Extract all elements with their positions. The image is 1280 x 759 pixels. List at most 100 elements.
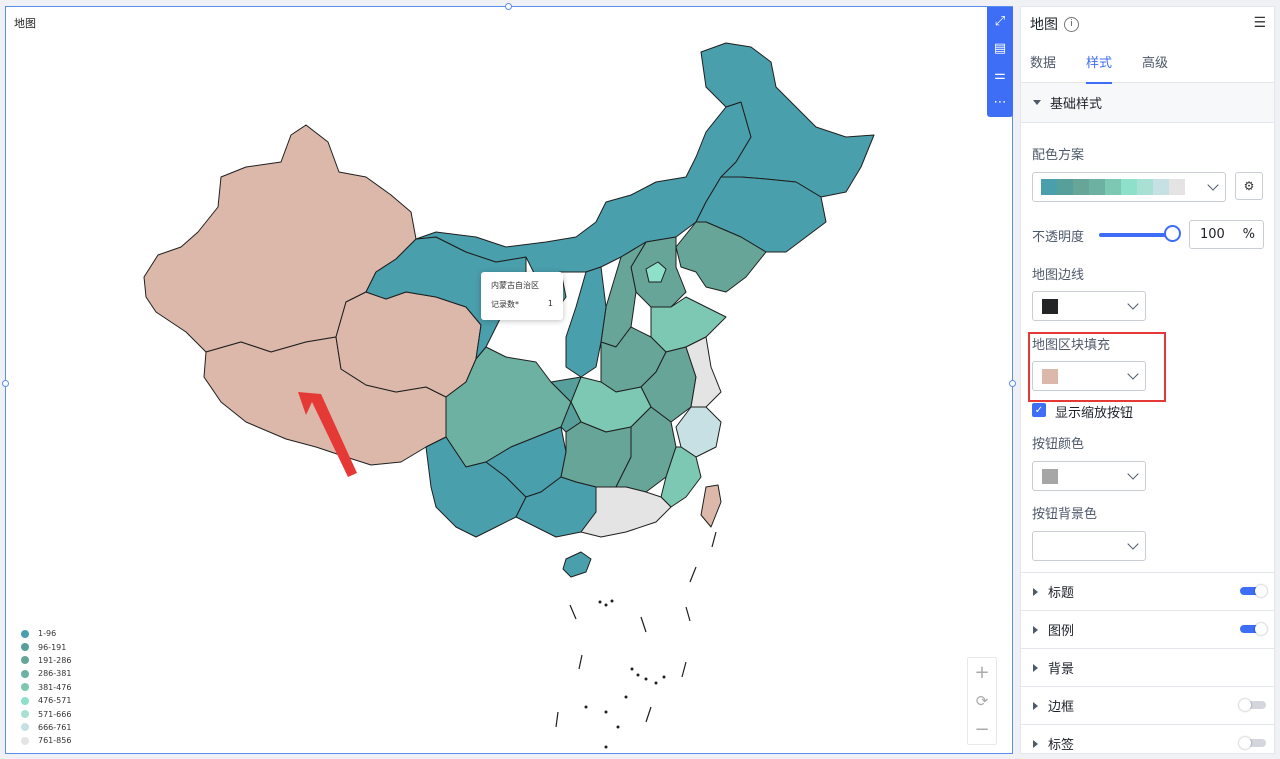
fill-color-select[interactable] (1032, 361, 1146, 391)
fill-label: 地图区块填充 (1032, 338, 1111, 353)
document-icon[interactable]: ▤ (993, 40, 1007, 56)
opacity-value: 100 (1200, 227, 1225, 242)
button-color-select[interactable] (1032, 461, 1146, 491)
legend-item[interactable]: 96-191 (21, 640, 71, 653)
region-jiangxi[interactable] (615, 406, 677, 493)
section-4[interactable]: 标签 (1021, 724, 1274, 753)
button-bg-select[interactable] (1032, 531, 1146, 561)
panel-tabs: 数据 样式 高级 (1021, 41, 1274, 84)
legend-item[interactable]: 286-381 (21, 667, 71, 680)
caret-down-icon (1033, 100, 1041, 105)
color-scheme-chip (1137, 179, 1153, 195)
color-scheme-chip (1121, 179, 1137, 195)
resize-handle-right[interactable] (1009, 380, 1016, 387)
legend-dot (21, 736, 29, 745)
border-color-select[interactable] (1032, 291, 1146, 321)
region-beijing[interactable] (645, 261, 667, 283)
section-toggle[interactable] (1239, 699, 1266, 711)
toggle-knob (1239, 737, 1251, 749)
region-hainan[interactable] (562, 551, 592, 578)
south-sea-islands (584, 599, 666, 749)
color-scheme-chip (1041, 179, 1057, 195)
section-toggle[interactable] (1240, 623, 1267, 635)
map-canvas[interactable]: 地图 (2, 3, 1016, 754)
border-label: 地图边线 (1032, 268, 1085, 283)
zoom-out-button[interactable]: − (974, 718, 990, 740)
tab-data[interactable]: 数据 (1030, 55, 1057, 71)
opacity-unit: % (1242, 227, 1255, 242)
legend-dot (21, 643, 29, 652)
legend-item[interactable]: 381-476 (21, 681, 71, 694)
section-toggle[interactable] (1239, 737, 1266, 749)
toggle-knob (1255, 585, 1267, 597)
color-scheme-chip (1073, 179, 1089, 195)
section-label: 标签 (1048, 738, 1075, 753)
region-taiwan[interactable] (700, 484, 722, 528)
legend-dot (21, 723, 29, 732)
chevron-down-icon (1127, 468, 1139, 480)
canvas-title: 地图 (14, 17, 36, 30)
legend-item[interactable]: 571-666 (21, 707, 71, 720)
region-liaoning[interactable] (675, 221, 767, 293)
show-zoom-checkbox[interactable]: ✓ (1032, 403, 1046, 417)
region-jiangsu[interactable] (685, 336, 722, 408)
border-color-swatch (1042, 299, 1058, 314)
color-scheme-settings-button[interactable]: ⚙ (1235, 172, 1263, 200)
zoom-controls: + ⟳ − (967, 657, 997, 745)
legend-dot (21, 683, 29, 692)
opacity-slider-track[interactable] (1099, 233, 1173, 237)
legend-item[interactable]: 191-286 (21, 654, 71, 667)
canvas-toolbar: ⤢ ▤ ⚌ ⋯ (987, 7, 1013, 117)
legend-label: 476-571 (38, 696, 72, 706)
caret-right-icon (1033, 587, 1038, 596)
china-map (143, 42, 875, 749)
legend-label: 571-666 (38, 709, 72, 719)
opacity-slider-handle[interactable] (1164, 225, 1181, 242)
color-scheme-chip (1057, 179, 1073, 195)
section-1[interactable]: 图例 (1021, 610, 1274, 648)
region-guangdong[interactable] (580, 486, 672, 538)
color-scheme-select[interactable] (1032, 172, 1226, 202)
zoom-reset-button[interactable]: ⟳ (975, 691, 989, 710)
legend-item[interactable]: 761-856 (21, 734, 71, 747)
section-2[interactable]: 背景 (1021, 648, 1274, 686)
info-icon[interactable]: i (1064, 16, 1079, 32)
tab-style[interactable]: 样式 (1086, 41, 1113, 84)
region-tooltip: 内蒙古自治区 记录数* 1 (481, 272, 563, 320)
caret-right-icon (1033, 625, 1038, 634)
legend-item[interactable]: 666-761 (21, 721, 71, 734)
legend-item[interactable]: 476-571 (21, 694, 71, 707)
color-scheme-chip (1105, 179, 1121, 195)
section-label: 标题 (1048, 586, 1075, 601)
chevron-down-icon (1127, 538, 1139, 550)
region-zhejiang[interactable] (675, 406, 722, 458)
legend-dot (21, 656, 29, 665)
section-0[interactable]: 标题 (1021, 572, 1274, 610)
button-bg-label: 按钮背景色 (1032, 507, 1098, 522)
legend-label: 666-761 (38, 722, 72, 732)
collapse-panel-icon[interactable]: ☰ (1253, 15, 1266, 31)
section-basic-label: 基础样式 (1050, 97, 1103, 112)
legend-label: 191-286 (38, 655, 72, 665)
section-basic-style[interactable]: 基础样式 (1021, 83, 1274, 123)
nine-dash-line (555, 531, 717, 728)
color-scheme-preview (1041, 179, 1185, 195)
legend-dot (21, 629, 29, 638)
legend-label: 1-96 (38, 629, 57, 639)
resize-handle-left[interactable] (2, 380, 9, 387)
sliders-icon[interactable]: ⚌ (994, 67, 1006, 83)
section-toggle[interactable] (1240, 585, 1267, 597)
legend-dot (21, 669, 29, 678)
legend-label: 381-476 (38, 682, 72, 692)
opacity-label: 不透明度 (1032, 230, 1085, 245)
expand-icon[interactable]: ⤢ (994, 13, 1006, 29)
section-3[interactable]: 边框 (1021, 686, 1274, 724)
legend-item[interactable]: 1-96 (21, 627, 71, 640)
region-heilongjiang[interactable] (700, 42, 875, 198)
zoom-in-button[interactable]: + (974, 662, 990, 684)
resize-handle-top[interactable] (505, 3, 512, 10)
region-shaanxi[interactable] (565, 266, 607, 378)
tab-advanced[interactable]: 高级 (1142, 55, 1169, 71)
opacity-input[interactable]: 100 % (1189, 220, 1264, 249)
more-icon[interactable]: ⋯ (993, 94, 1007, 110)
